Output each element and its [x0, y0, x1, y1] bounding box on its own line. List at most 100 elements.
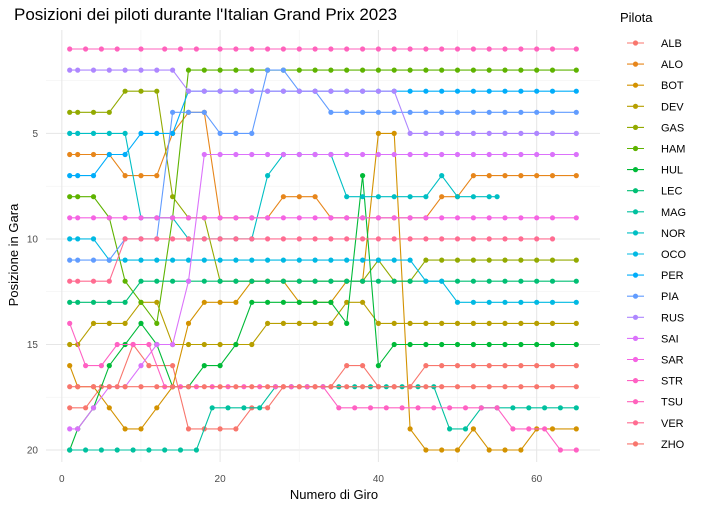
data-point: [471, 131, 476, 136]
data-point: [487, 68, 492, 73]
data-point: [439, 279, 444, 284]
data-point: [376, 46, 381, 51]
data-point: [328, 68, 333, 73]
data-point: [313, 384, 318, 389]
data-point: [376, 236, 381, 241]
data-point: [574, 68, 579, 73]
data-point: [154, 173, 159, 178]
legend-key-point: [633, 357, 638, 362]
data-point: [265, 236, 270, 241]
data-point: [67, 68, 72, 73]
data-point: [574, 426, 579, 431]
data-point: [75, 215, 80, 220]
legend-key-point: [633, 420, 638, 425]
data-point: [392, 46, 397, 51]
data-point: [281, 194, 286, 199]
data-point: [123, 173, 128, 178]
x-axis-ticks: 0 20 40 60: [59, 474, 543, 485]
series-ham: [67, 68, 579, 327]
data-point: [574, 405, 579, 410]
data-point: [534, 110, 539, 115]
data-point: [392, 131, 397, 136]
data-point: [313, 258, 318, 263]
data-point: [202, 152, 207, 157]
data-point: [170, 342, 175, 347]
legend-key-point: [633, 209, 638, 214]
data-point: [574, 300, 579, 305]
data-point: [518, 110, 523, 115]
data-point: [249, 131, 254, 136]
data-point: [542, 426, 547, 431]
data-point: [392, 68, 397, 73]
data-point: [328, 89, 333, 94]
data-point: [249, 215, 254, 220]
data-point: [360, 110, 365, 115]
data-point: [67, 363, 72, 368]
data-point: [455, 68, 460, 73]
data-point: [186, 258, 191, 263]
data-point: [534, 131, 539, 136]
data-point: [75, 384, 80, 389]
data-point: [249, 342, 254, 347]
data-point: [336, 405, 341, 410]
data-point: [297, 68, 302, 73]
data-point: [107, 215, 112, 220]
data-point: [392, 152, 397, 157]
data-point: [99, 447, 104, 452]
legend-item-bot: BOT: [627, 80, 684, 92]
data-point: [154, 279, 159, 284]
data-point: [471, 384, 476, 389]
legend-item-alo: ALO: [627, 59, 683, 71]
x-tick-label: 0: [59, 474, 65, 485]
data-point: [495, 405, 500, 410]
legend-item-hul: HUL: [627, 165, 683, 177]
legend-label: RUS: [661, 312, 684, 324]
data-point: [376, 321, 381, 326]
data-point: [146, 447, 151, 452]
data-point: [439, 236, 444, 241]
data-point: [170, 363, 175, 368]
data-point: [360, 68, 365, 73]
data-point: [344, 152, 349, 157]
data-point: [502, 131, 507, 136]
data-point: [170, 279, 175, 284]
legend-key-point: [633, 188, 638, 193]
data-point: [91, 236, 96, 241]
data-point: [225, 405, 230, 410]
data-point: [233, 384, 238, 389]
data-point: [91, 194, 96, 199]
data-point: [487, 173, 492, 178]
data-point: [162, 447, 167, 452]
data-point: [218, 342, 223, 347]
data-point: [218, 152, 223, 157]
data-point: [376, 363, 381, 368]
data-point: [281, 152, 286, 157]
data-point: [439, 321, 444, 326]
data-point: [131, 342, 136, 347]
data-point: [550, 321, 555, 326]
data-point: [91, 258, 96, 263]
data-point: [550, 300, 555, 305]
data-point: [360, 258, 365, 263]
data-point: [487, 152, 492, 157]
data-point: [455, 321, 460, 326]
data-point: [471, 152, 476, 157]
data-point: [423, 384, 428, 389]
data-point: [138, 89, 143, 94]
data-point: [408, 194, 413, 199]
data-point: [360, 89, 365, 94]
legend-label: ALB: [661, 38, 682, 50]
y-tick-label: 20: [27, 446, 39, 457]
series-line: [70, 239, 577, 302]
data-point: [360, 152, 365, 157]
data-point: [455, 215, 460, 220]
data-point: [265, 405, 270, 410]
data-point: [423, 279, 428, 284]
data-point: [91, 173, 96, 178]
data-point: [550, 258, 555, 263]
data-point: [455, 110, 460, 115]
data-point: [75, 279, 80, 284]
data-point: [487, 194, 492, 199]
legend-item-pia: PIA: [627, 291, 679, 303]
data-point: [138, 68, 143, 73]
